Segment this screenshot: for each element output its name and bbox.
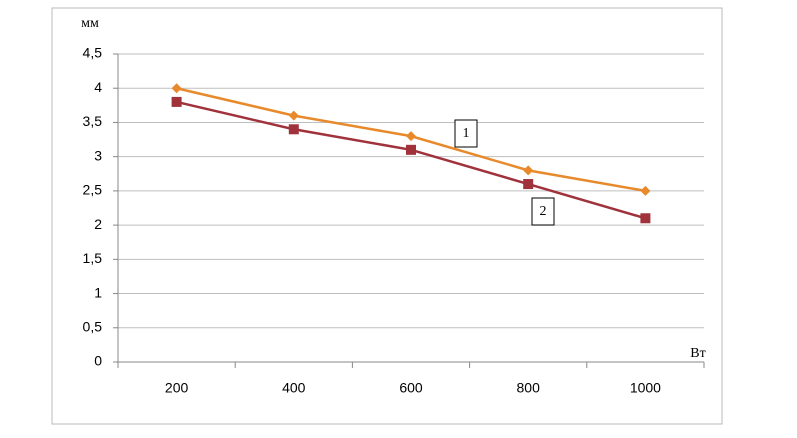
marker xyxy=(640,185,651,196)
y-tick-label: 1 xyxy=(94,284,102,300)
x-tick-label: 800 xyxy=(517,380,541,396)
y-tick-label: 1,5 xyxy=(83,250,103,266)
marker xyxy=(171,83,182,94)
x-tick-label: 200 xyxy=(165,380,189,396)
y-tick-label: 2 xyxy=(94,216,102,232)
y-tick-label: 4 xyxy=(94,79,102,95)
legend-box xyxy=(454,119,478,148)
marker xyxy=(406,131,416,142)
marker xyxy=(523,165,534,176)
marker xyxy=(288,110,299,121)
marker xyxy=(640,213,651,224)
y-tick-label: 4,5 xyxy=(83,45,103,61)
y-tick-label: 0,5 xyxy=(83,318,103,334)
legend-label: 2 xyxy=(540,204,547,219)
y-tick-label: 2,5 xyxy=(83,182,103,198)
y-tick-label: 3,5 xyxy=(83,113,103,129)
y-tick-label: 0 xyxy=(94,353,102,369)
y-tick-label: 3 xyxy=(94,147,102,163)
legend-label: 1 xyxy=(463,126,470,141)
x-axis-label: Вт xyxy=(690,346,705,361)
legend-box xyxy=(531,197,555,226)
y-axis-label: мм xyxy=(81,16,99,31)
marker xyxy=(171,96,182,107)
chart-frame xyxy=(51,7,723,425)
marker xyxy=(288,124,299,135)
marker xyxy=(523,179,534,190)
x-tick-label: 600 xyxy=(399,380,423,396)
marker xyxy=(406,144,416,155)
x-tick-label: 400 xyxy=(282,380,306,396)
x-tick-label: 1000 xyxy=(630,380,661,396)
